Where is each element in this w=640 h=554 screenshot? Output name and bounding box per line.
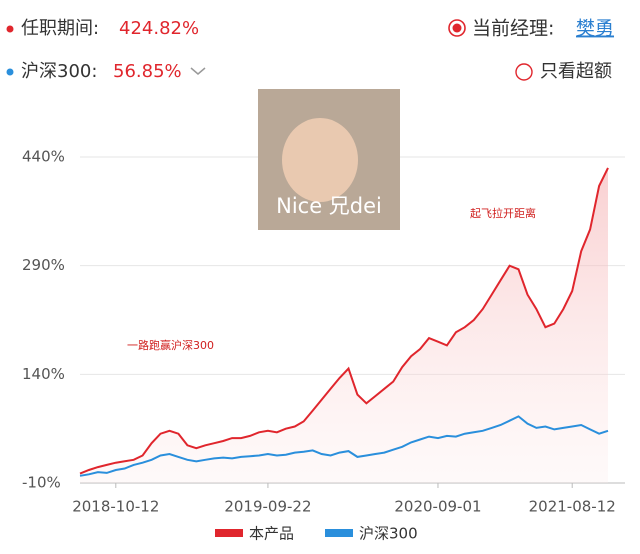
radio-dot bbox=[452, 23, 462, 33]
index-label: 沪深300: bbox=[21, 61, 97, 82]
y-tick-label: 290% bbox=[22, 256, 65, 274]
annotation: 一路跑赢沪深300 bbox=[127, 338, 214, 352]
legend-label: 本产品 bbox=[249, 525, 294, 543]
sticker-caption: Nice 兄dei bbox=[276, 194, 382, 218]
x-tick-label: 2021-08-12 bbox=[529, 498, 616, 516]
excess-label: 只看超额 bbox=[540, 61, 612, 82]
legend-swatch bbox=[325, 529, 353, 537]
y-tick-label: -10% bbox=[22, 474, 61, 492]
sticker-face bbox=[282, 118, 358, 202]
period-label: 任职期间: bbox=[21, 18, 99, 39]
plot: -10% 140% 290% 440% 2018-10-12 2019-09-22 2020… bbox=[22, 148, 625, 543]
chevron[interactable] bbox=[190, 67, 206, 75]
x-tick-label: 2018-10-12 bbox=[72, 498, 159, 516]
legend-label: 沪深300 bbox=[359, 525, 418, 543]
radio-on[interactable] bbox=[448, 19, 466, 37]
series-line bbox=[79, 415, 609, 477]
period-value: 424.82% bbox=[119, 18, 199, 39]
annotation: 起飞拉开距离 bbox=[470, 206, 536, 220]
series-line bbox=[79, 167, 609, 475]
x-tick-label: 2020-09-01 bbox=[394, 498, 481, 516]
bullet bbox=[6, 68, 14, 76]
legend-swatch bbox=[215, 529, 243, 537]
area bbox=[80, 167, 608, 483]
radio-off[interactable] bbox=[515, 63, 533, 81]
y-tick-label: 140% bbox=[22, 365, 65, 383]
manager-name[interactable]: 樊勇 bbox=[576, 18, 614, 40]
y-tick-label: 440% bbox=[22, 148, 65, 166]
x-tick-label: 2019-09-22 bbox=[224, 498, 311, 516]
index-value: 56.85% bbox=[113, 61, 182, 82]
bullet bbox=[6, 25, 14, 33]
manager-label: 当前经理: bbox=[472, 18, 554, 40]
